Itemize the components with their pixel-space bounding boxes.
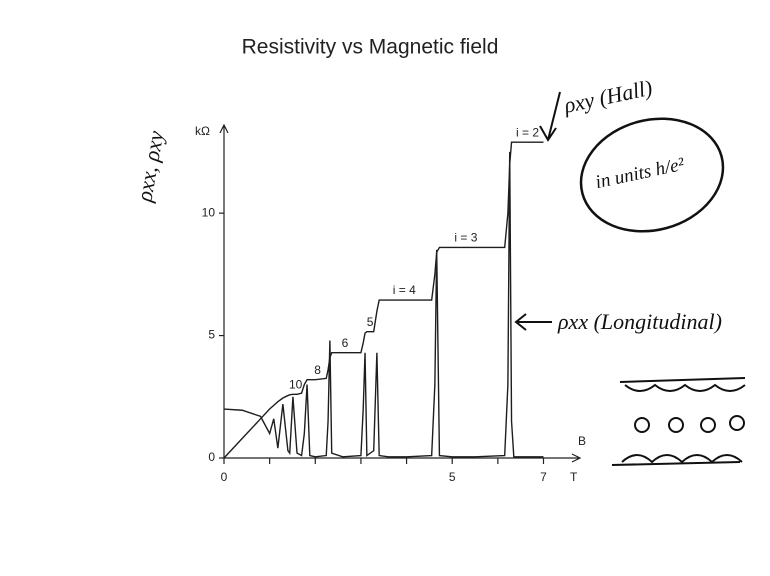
y-axis-label: kΩ bbox=[195, 124, 210, 138]
y-axis bbox=[220, 125, 228, 458]
handwritten-longitudinal: ρxx (Longitudinal) bbox=[557, 309, 722, 334]
hall-arrow bbox=[540, 92, 560, 140]
x-axis-unit: T bbox=[570, 470, 578, 484]
plateau-label: 8 bbox=[314, 363, 321, 377]
handwritten-y-label: ρxx, ρxy bbox=[131, 129, 168, 205]
plateau-label: 10 bbox=[289, 378, 303, 392]
handwritten-hall: ρxy (Hall) bbox=[561, 75, 655, 118]
plateau-label: 6 bbox=[342, 336, 349, 350]
y-tick-label: 10 bbox=[202, 205, 216, 219]
slide: Resistivity vs Magnetic field kΩ B T ρxx… bbox=[0, 0, 770, 576]
series-line bbox=[224, 142, 543, 458]
handwritten-sketch bbox=[612, 378, 745, 465]
plateau-label: i = 4 bbox=[393, 283, 416, 297]
series-line bbox=[224, 152, 543, 457]
longitudinal-arrow bbox=[516, 314, 552, 330]
handwritten-units: in units h/e² bbox=[594, 154, 687, 193]
x-axis-label: B bbox=[578, 434, 586, 448]
plateau-label: 5 bbox=[367, 315, 374, 329]
x-tick-label: 7 bbox=[540, 470, 547, 484]
x-tick-label: 0 bbox=[221, 470, 228, 484]
y-tick-label: 5 bbox=[208, 328, 215, 342]
plateau-label: i = 2 bbox=[516, 125, 539, 139]
y-tick-label: 0 bbox=[208, 450, 215, 464]
x-tick-label: 5 bbox=[449, 470, 456, 484]
plateau-label: i = 3 bbox=[454, 231, 477, 245]
x-axis bbox=[224, 454, 580, 462]
chart-title: Resistivity vs Magnetic field bbox=[242, 36, 499, 59]
